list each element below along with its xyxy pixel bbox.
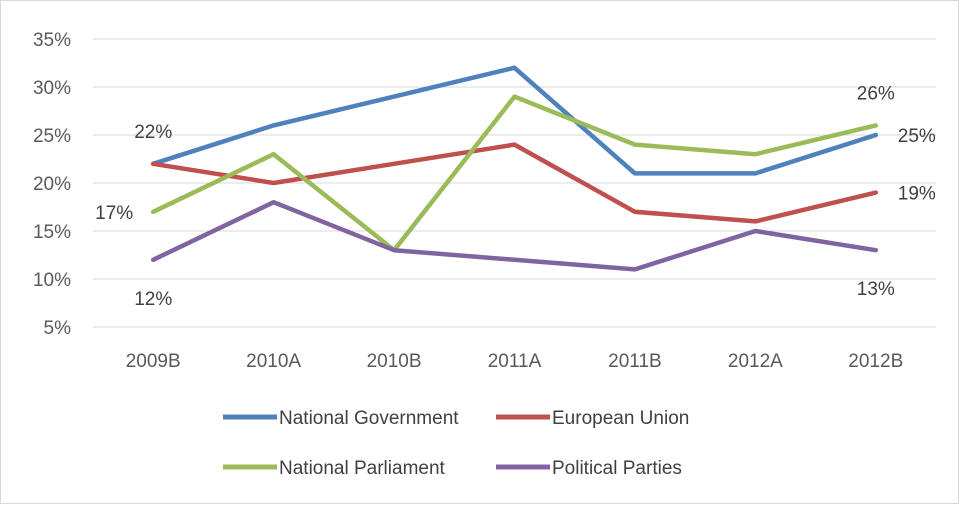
x-tick-label: 2011B — [608, 351, 662, 372]
legend: National Government European Union Nationa… — [223, 408, 689, 479]
series-lines — [150, 65, 879, 272]
y-tick-label: 10% — [33, 270, 71, 291]
series-line-1 — [150, 142, 879, 224]
y-tick-label: 5% — [44, 318, 72, 339]
y-tick-label: 35% — [33, 30, 71, 51]
series-line-0 — [150, 65, 879, 176]
gridlines — [93, 38, 936, 328]
x-tick-label: 2009B — [126, 351, 181, 372]
series-line-2 — [150, 94, 879, 253]
y-tick-label: 20% — [33, 174, 71, 195]
legend-label: Political Parties — [552, 458, 682, 479]
data-label: 22% — [134, 122, 172, 143]
data-label: 19% — [898, 184, 936, 205]
data-label: 25% — [898, 126, 936, 147]
data-label: 13% — [857, 279, 895, 300]
x-tick-label: 2010B — [367, 351, 422, 372]
data-label: 26% — [857, 83, 895, 104]
data-label: 12% — [134, 289, 172, 310]
series-line-3 — [150, 199, 879, 272]
x-axis: 2009B 2010A 2010B 2011A 2011B 2012A 2012B — [126, 351, 904, 372]
x-tick-label: 2011A — [488, 351, 542, 372]
y-tick-label: 15% — [33, 222, 71, 243]
legend-label: National Parliament — [279, 458, 446, 479]
y-tick-label: 25% — [33, 126, 71, 147]
data-label: 17% — [95, 203, 133, 224]
legend-label: European Union — [552, 408, 689, 429]
y-tick-label: 30% — [33, 78, 71, 99]
x-tick-label: 2012A — [728, 351, 783, 372]
x-tick-label: 2010A — [246, 351, 301, 372]
x-tick-label: 2012B — [848, 351, 903, 372]
y-axis: 5% 10% 15% 20% 25% 30% 35% — [33, 30, 71, 339]
legend-label: National Government — [279, 408, 459, 429]
data-labels: 22% 17% 12% 26% 25% 19% 13% — [95, 83, 936, 309]
